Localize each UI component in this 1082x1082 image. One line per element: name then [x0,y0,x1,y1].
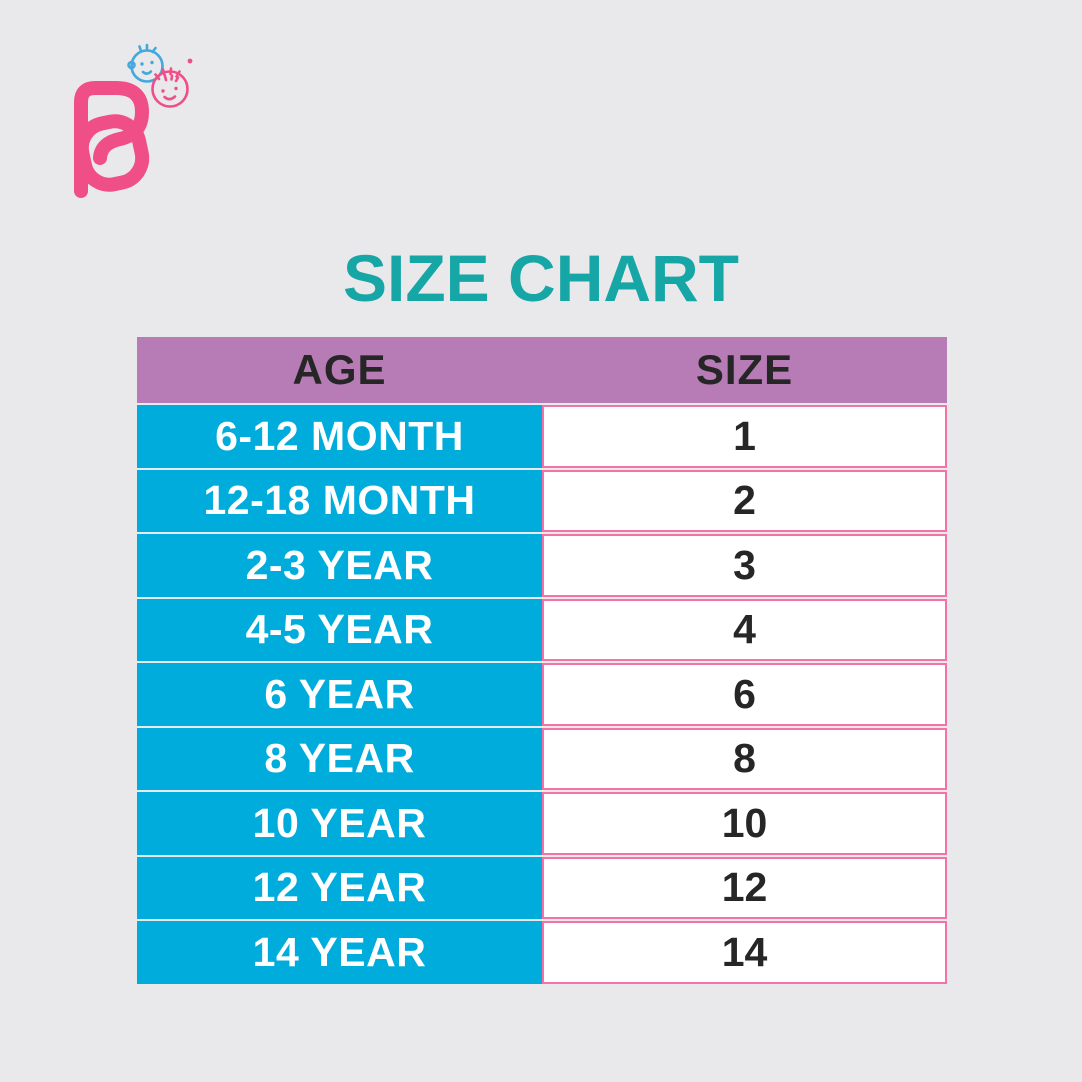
table-row: 14 YEAR 14 [137,921,947,984]
age-cell: 10 YEAR [137,792,542,855]
table-row: 12-18 MONTH 2 [137,469,947,532]
table-row: 6 YEAR 6 [137,663,947,726]
size-column-header: SIZE [695,346,794,393]
table-header-row: AGE SIZE [137,337,947,403]
size-chart-table: AGE SIZE 6-12 MONTH 1 12-18 MONTH 2 2-3 … [137,337,947,984]
size-cell: 8 [542,727,947,790]
table-row: 2-3 YEAR 3 [137,534,947,597]
brand-logo [74,43,193,198]
table-row: 8 YEAR 8 [137,727,947,790]
age-cell: 6 YEAR [137,663,542,726]
table-row: 4-5 YEAR 4 [137,598,947,661]
age-cell: 8 YEAR [137,727,542,790]
size-cell: 14 [542,921,947,984]
table-row: 12 YEAR 12 [137,856,947,919]
age-cell: 14 YEAR [137,921,542,984]
size-cell: 6 [542,663,947,726]
size-cell: 10 [542,792,947,855]
baby-face-pink-icon [151,58,193,108]
age-cell: 6-12 MONTH [137,405,542,468]
size-cell: 3 [542,534,947,597]
age-column-header: AGE [292,346,387,393]
size-cell: 12 [542,856,947,919]
size-cell: 1 [542,405,947,468]
baby-face-blue-icon [127,43,164,83]
table-row: 10 YEAR 10 [137,792,947,855]
age-cell: 12 YEAR [137,856,542,919]
age-cell: 4-5 YEAR [137,598,542,661]
age-cell: 12-18 MONTH [137,469,542,532]
logo-letter-b [74,81,150,198]
size-table-rows: 6-12 MONTH 1 12-18 MONTH 2 2-3 YEAR 3 4-… [137,405,947,984]
size-cell: 2 [542,469,947,532]
size-cell: 4 [542,598,947,661]
table-row: 6-12 MONTH 1 [137,405,947,468]
page-title: SIZE CHART [343,241,739,315]
age-cell: 2-3 YEAR [137,534,542,597]
